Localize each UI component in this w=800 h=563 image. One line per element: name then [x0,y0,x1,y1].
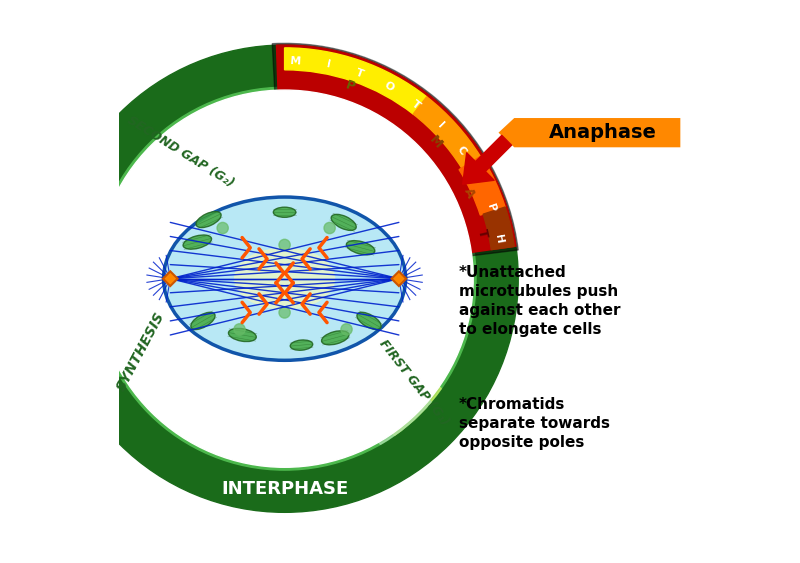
Ellipse shape [234,248,335,310]
Ellipse shape [357,312,381,329]
Wedge shape [342,337,442,436]
Circle shape [279,307,290,318]
Text: T: T [410,98,422,111]
Circle shape [279,239,290,251]
Wedge shape [272,43,518,256]
Text: *Unattached
microtubules push
against each other
to elongate cells: *Unattached microtubules push against ea… [459,265,621,337]
Text: I: I [325,60,331,70]
Wedge shape [277,45,516,252]
Ellipse shape [183,235,211,249]
Wedge shape [98,300,195,369]
Circle shape [341,324,352,335]
Polygon shape [498,118,680,148]
Text: M: M [290,56,302,66]
Text: P: P [344,79,357,94]
Ellipse shape [191,312,215,329]
Text: C: C [454,144,467,157]
Circle shape [96,90,473,467]
Text: I: I [435,121,445,131]
Text: O: O [382,81,395,93]
Circle shape [217,222,228,234]
Text: SECOND GAP (G₂): SECOND GAP (G₂) [125,114,236,190]
Ellipse shape [196,212,221,227]
Wedge shape [483,207,514,249]
Text: INTERPHASE: INTERPHASE [221,480,348,498]
Ellipse shape [290,340,313,350]
Ellipse shape [229,328,256,342]
FancyArrowPatch shape [462,135,511,184]
Ellipse shape [274,207,296,217]
Text: A: A [461,186,477,200]
Text: *Chromatids
separate towards
opposite poles: *Chromatids separate towards opposite po… [459,397,610,450]
Wedge shape [285,48,426,114]
Text: T: T [475,227,490,239]
Ellipse shape [331,215,356,230]
Wedge shape [335,344,431,444]
Text: FIRST GAP (G₁): FIRST GAP (G₁) [377,337,451,428]
Wedge shape [459,156,505,215]
Text: T: T [354,68,365,80]
Ellipse shape [163,197,406,360]
Text: Anaphase: Anaphase [549,123,657,142]
Text: H: H [494,234,505,244]
Ellipse shape [322,331,349,345]
Circle shape [51,45,518,512]
Polygon shape [163,271,178,286]
Circle shape [93,87,476,470]
Circle shape [324,222,335,234]
Wedge shape [94,291,191,354]
Text: P: P [485,202,497,213]
Text: SYNTHESIS: SYNTHESIS [114,310,168,394]
Text: M: M [426,134,445,151]
Circle shape [234,324,245,335]
Wedge shape [413,97,480,168]
Polygon shape [391,271,406,286]
Ellipse shape [346,240,375,255]
